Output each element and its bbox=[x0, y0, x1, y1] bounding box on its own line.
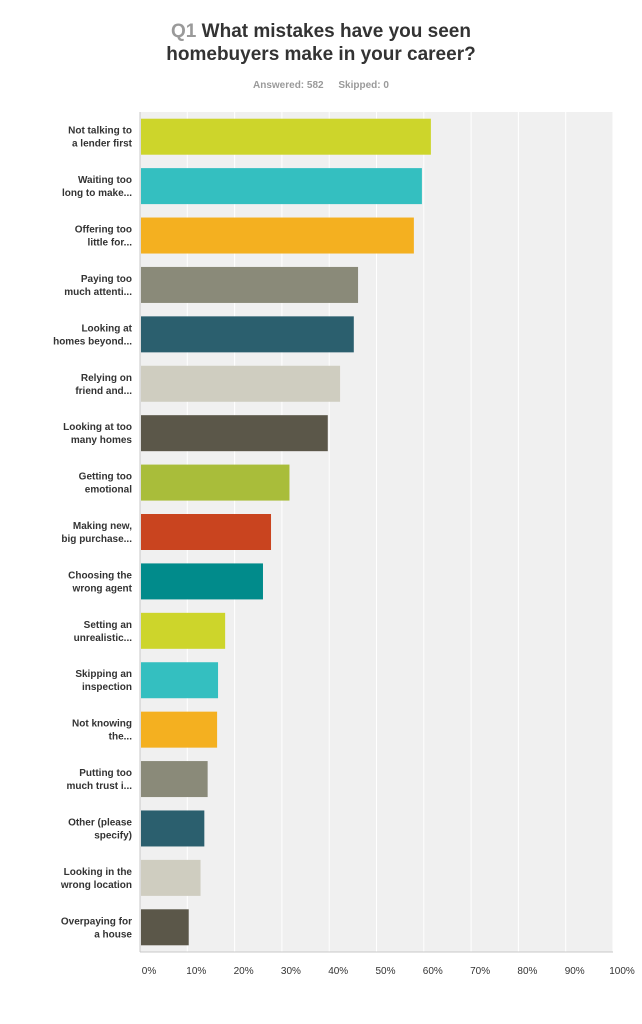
category-label: Getting too emotional bbox=[79, 472, 133, 496]
category-label: Putting too much trust i... bbox=[66, 768, 132, 792]
response-stats: Answered: 582 Skipped: 0 bbox=[0, 80, 642, 91]
x-tick-label: 90% bbox=[565, 966, 585, 977]
bar bbox=[141, 168, 422, 205]
category-label: Looking at homes beyond... bbox=[53, 323, 133, 347]
x-tick-label: 100% bbox=[609, 966, 635, 977]
category-label: Choosing the wrong agent bbox=[68, 570, 133, 594]
x-tick-label: 50% bbox=[375, 966, 395, 977]
category-label: Not knowing the... bbox=[72, 719, 132, 743]
bar bbox=[141, 217, 414, 254]
chart-title: Q1 What mistakes have you seen homebuyer… bbox=[0, 20, 642, 66]
bar bbox=[141, 810, 205, 847]
category-label: Relying on friend and... bbox=[75, 373, 132, 397]
x-tick-label: 40% bbox=[328, 966, 348, 977]
question-number: Q1 bbox=[171, 21, 197, 42]
bar bbox=[141, 761, 208, 798]
bar bbox=[141, 514, 272, 550]
x-tick-label: 60% bbox=[423, 966, 443, 977]
x-tick-label: 30% bbox=[281, 966, 301, 977]
bar bbox=[141, 711, 218, 748]
category-label: Offering too little for... bbox=[75, 225, 132, 249]
bar bbox=[141, 612, 226, 649]
x-tick-label: 70% bbox=[470, 966, 490, 977]
category-label: Setting an unrealistic... bbox=[74, 620, 133, 644]
x-tick-label: 10% bbox=[186, 966, 206, 977]
x-tick-label: 80% bbox=[517, 966, 537, 977]
question-text-line1: What mistakes have you seen bbox=[201, 21, 471, 42]
bar bbox=[141, 662, 219, 699]
question-text-line2: homebuyers make in your career? bbox=[166, 44, 476, 65]
bar bbox=[141, 266, 359, 303]
category-label: Overpaying for a house bbox=[61, 916, 133, 940]
bar bbox=[141, 909, 189, 946]
x-tick-label: 20% bbox=[234, 966, 254, 977]
category-label: Making new, big purchase... bbox=[61, 521, 132, 545]
category-label: Looking at too many homes bbox=[63, 422, 132, 446]
bar bbox=[141, 859, 201, 896]
category-label: Skipping an inspection bbox=[75, 669, 132, 693]
category-label: Looking in the wrong location bbox=[60, 867, 133, 891]
bar bbox=[141, 118, 431, 155]
bar bbox=[141, 464, 290, 501]
category-label: Other (please specify) bbox=[68, 817, 132, 841]
category-label: Waiting too long to make... bbox=[62, 175, 132, 199]
bar bbox=[141, 563, 263, 600]
skipped-count: Skipped: 0 bbox=[338, 80, 389, 91]
answered-count: Answered: 582 bbox=[253, 80, 324, 91]
category-label: Not talking to a lender first bbox=[68, 126, 133, 150]
bar bbox=[141, 415, 328, 452]
x-tick-label: 0% bbox=[142, 966, 157, 977]
bar bbox=[141, 365, 341, 402]
bar bbox=[141, 316, 354, 353]
category-label: Paying too much attenti... bbox=[64, 274, 132, 298]
